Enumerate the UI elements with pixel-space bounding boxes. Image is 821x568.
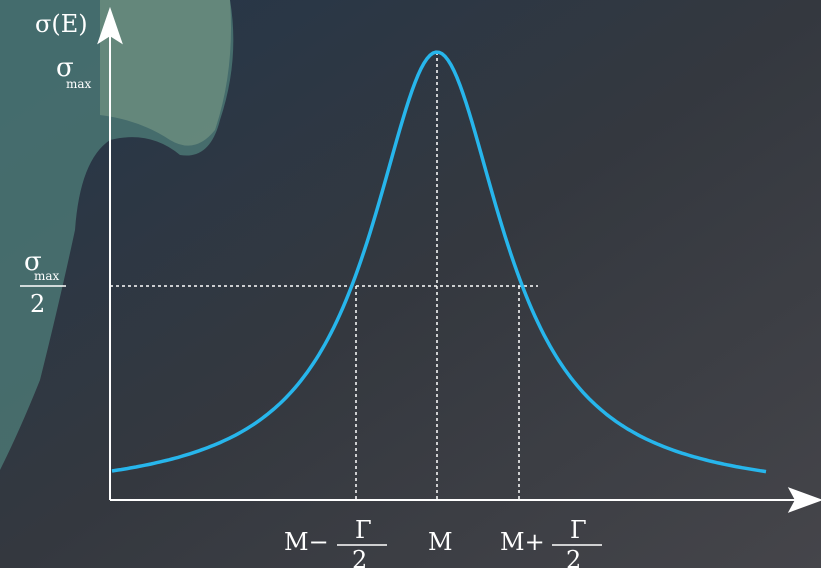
left-text: M− xyxy=(284,528,329,556)
left-numerator: Γ xyxy=(355,516,372,544)
right-numerator: Γ xyxy=(570,516,587,544)
y-axis-label: σ(E) xyxy=(35,10,88,38)
peak-subscript: max xyxy=(66,77,92,91)
right-denominator: 2 xyxy=(566,546,581,568)
center-text: M xyxy=(428,528,453,556)
right-text: M+ xyxy=(500,528,545,556)
half-denominator: 2 xyxy=(30,290,45,318)
diagram: σ(E) σ max σ max 2 M− Γ 2 M M+ Γ 2 xyxy=(0,0,821,568)
half-subscript: max xyxy=(34,269,60,283)
page: σ(E) σ max σ max 2 M− Γ 2 M M+ Γ 2 (() =… xyxy=(0,0,821,568)
left-denominator: 2 xyxy=(352,546,367,568)
